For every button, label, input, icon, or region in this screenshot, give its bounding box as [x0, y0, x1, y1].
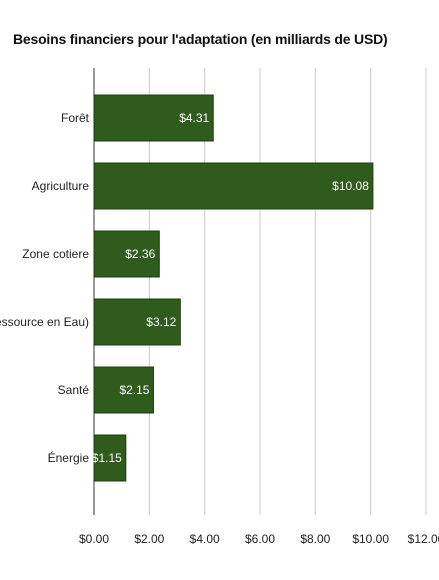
data-label: $2.36 — [125, 247, 155, 261]
bar — [93, 230, 160, 278]
x-tick-label: $10.00 — [352, 532, 389, 546]
x-tick-label: $8.00 — [300, 532, 330, 546]
bar — [93, 366, 154, 414]
category-label: Agriculture — [32, 179, 90, 193]
bar — [93, 162, 374, 210]
labels: $0.00 $2.00 $4.00 $6.00 $8.00 $10.00 $12.00 For… — [0, 111, 439, 546]
chart-title: Besoins financiers pour l'adaptation (en… — [13, 31, 388, 47]
bars — [93, 94, 374, 482]
x-tick-label: $0.00 — [79, 532, 109, 546]
category-label: Forêt — [61, 111, 90, 125]
x-tick-label: $12.00 — [408, 532, 439, 546]
data-label: $4.31 — [179, 111, 209, 125]
data-label: $3.12 — [146, 315, 176, 329]
category-label: Énergie — [48, 450, 90, 465]
data-label: $1.15 — [92, 451, 122, 465]
bar — [93, 94, 214, 142]
bar — [93, 298, 181, 346]
x-tick-label: $4.00 — [190, 532, 220, 546]
data-label: $2.15 — [119, 383, 149, 397]
x-tick-label: $2.00 — [134, 532, 164, 546]
category-label: Zone cotiere — [22, 247, 89, 261]
category-label: Santé — [58, 383, 90, 397]
x-tick-label: $6.00 — [245, 532, 275, 546]
data-label: $10.08 — [332, 179, 369, 193]
category-label: Ressource en Eau) — [0, 315, 89, 329]
bar — [93, 434, 127, 482]
